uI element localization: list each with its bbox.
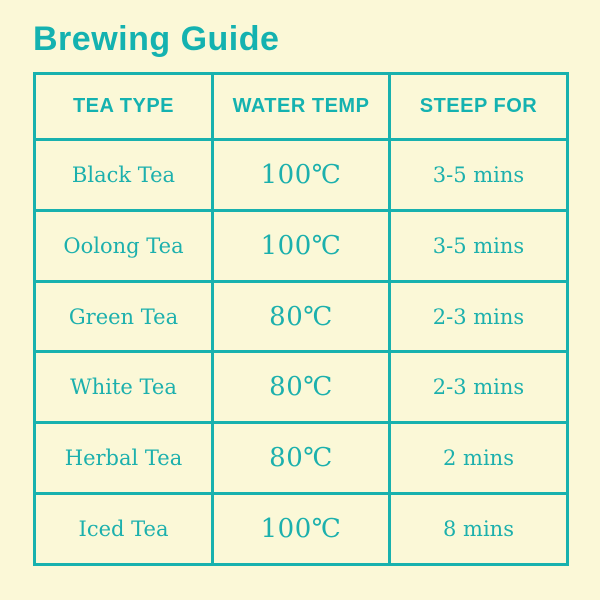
- page-title: Brewing Guide: [33, 20, 280, 58]
- cell-water-temp: 100℃: [211, 208, 391, 283]
- table-row: Iced Tea 100℃ 8 mins: [33, 492, 569, 566]
- cell-steep-for: 3-5 mins: [388, 138, 569, 212]
- header-steep-for: STEEP FOR: [388, 72, 569, 141]
- cell-steep-for: 2 mins: [388, 421, 569, 496]
- table-header-row: TEA TYPE WATER TEMP STEEP FOR: [33, 72, 569, 141]
- table-row: White Tea 80℃ 2-3 mins: [33, 350, 569, 425]
- cell-steep-for: 3-5 mins: [388, 208, 569, 283]
- cell-water-temp: 100℃: [211, 492, 391, 566]
- cell-steep-for: 8 mins: [388, 492, 569, 566]
- cell-steep-for: 2-3 mins: [388, 350, 569, 425]
- table-row: Oolong Tea 100℃ 3-5 mins: [33, 208, 569, 283]
- cell-water-temp: 80℃: [211, 350, 391, 425]
- cell-water-temp: 80℃: [211, 279, 391, 354]
- cell-tea-type: Oolong Tea: [33, 208, 214, 283]
- cell-tea-type: Herbal Tea: [33, 421, 214, 496]
- cell-tea-type: Green Tea: [33, 279, 214, 354]
- table-row: Herbal Tea 80℃ 2 mins: [33, 421, 569, 496]
- header-water-temp: WATER TEMP: [211, 72, 391, 141]
- cell-water-temp: 80℃: [211, 421, 391, 496]
- cell-tea-type: Iced Tea: [33, 492, 214, 566]
- cell-water-temp: 100℃: [211, 138, 391, 212]
- brewing-table: TEA TYPE WATER TEMP STEEP FOR Black Tea …: [33, 72, 569, 566]
- cell-steep-for: 2-3 mins: [388, 279, 569, 354]
- table-row: Green Tea 80℃ 2-3 mins: [33, 279, 569, 354]
- table-row: Black Tea 100℃ 3-5 mins: [33, 138, 569, 212]
- cell-tea-type: Black Tea: [33, 138, 214, 212]
- header-tea-type: TEA TYPE: [33, 72, 214, 141]
- cell-tea-type: White Tea: [33, 350, 214, 425]
